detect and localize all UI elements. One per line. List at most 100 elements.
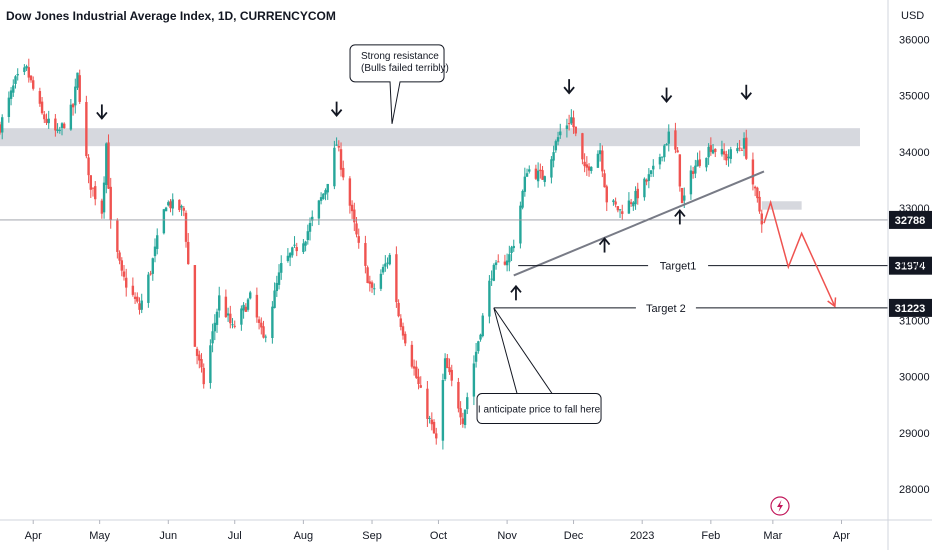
- candle-body: [357, 236, 360, 243]
- candle-body: [200, 359, 203, 368]
- arrow-head: [330, 109, 343, 118]
- candle: [295, 242, 298, 257]
- candle-body: [412, 366, 416, 369]
- candle-body: [634, 190, 637, 205]
- candle-body: [240, 308, 243, 325]
- candle: [711, 144, 715, 155]
- candle-body: [616, 206, 620, 211]
- candle-body: [244, 306, 248, 312]
- candle-body: [419, 385, 422, 388]
- candle-body: [7, 97, 11, 118]
- trendline: [513, 170, 765, 277]
- candle-body: [614, 201, 617, 205]
- candle-body: [632, 202, 635, 207]
- candle-body: [364, 243, 367, 266]
- candle-body: [133, 296, 137, 299]
- candle: [229, 305, 232, 329]
- candle: [138, 297, 141, 315]
- candle-body: [477, 341, 480, 352]
- candle-body: [397, 302, 400, 317]
- candle: [156, 228, 159, 255]
- candle: [151, 257, 154, 281]
- candle: [603, 169, 606, 188]
- candle-body: [16, 74, 19, 76]
- candle: [663, 144, 666, 162]
- candle-body: [255, 294, 259, 318]
- candle-body: [366, 267, 369, 283]
- candle: [211, 323, 214, 353]
- candle-body: [386, 262, 389, 264]
- candle-body: [428, 418, 431, 420]
- candle: [215, 308, 219, 333]
- candle: [629, 198, 633, 207]
- candle-body: [339, 149, 343, 170]
- y-tick-label: 32000: [899, 259, 930, 271]
- candle-body: [410, 344, 414, 367]
- candle: [412, 359, 416, 376]
- candle: [479, 333, 482, 342]
- x-tick-label: Sep: [362, 530, 382, 542]
- candle: [694, 159, 697, 179]
- candle-body: [705, 157, 708, 168]
- resistance-callout: Strong resistance(Bulls failed terribly): [349, 44, 449, 124]
- candle-body: [215, 311, 219, 325]
- candle: [262, 320, 265, 339]
- flash-icon[interactable]: [770, 496, 790, 516]
- candle-body: [694, 165, 697, 174]
- candle: [333, 140, 336, 190]
- candle: [689, 165, 693, 200]
- candle-body: [446, 357, 449, 369]
- candle-body: [280, 263, 283, 273]
- candle-body: [753, 186, 757, 189]
- candle-body: [233, 325, 236, 327]
- candle: [508, 245, 511, 272]
- candle-body: [727, 156, 730, 159]
- candle: [474, 342, 478, 368]
- candle: [443, 353, 447, 382]
- candle: [581, 132, 584, 165]
- candle-body: [490, 278, 493, 280]
- candle: [242, 302, 245, 319]
- candle-body: [691, 171, 695, 175]
- candle: [539, 163, 542, 179]
- candle-body: [291, 247, 294, 256]
- candle-body: [430, 419, 434, 425]
- target-badge: [889, 256, 932, 275]
- candle: [510, 245, 513, 262]
- candle: [698, 150, 701, 168]
- candle: [457, 377, 460, 413]
- candle-body: [627, 200, 631, 214]
- candle: [727, 149, 730, 167]
- candle: [488, 275, 491, 324]
- candle-body: [461, 418, 465, 424]
- arrow-head: [740, 92, 752, 101]
- candle-body: [497, 261, 500, 263]
- candle: [616, 206, 620, 213]
- candle: [519, 201, 522, 249]
- candle: [585, 156, 589, 176]
- candle-body: [474, 351, 478, 362]
- candle-body: [729, 149, 732, 159]
- candle: [590, 166, 593, 174]
- candle-body: [100, 200, 104, 214]
- callout-text: Strong resistance: [361, 51, 439, 62]
- candle-body: [58, 129, 61, 131]
- candle-body: [277, 272, 281, 285]
- candle-body: [676, 150, 679, 153]
- candle: [357, 228, 360, 249]
- candle: [428, 415, 431, 424]
- candle-body: [621, 211, 624, 214]
- candle: [736, 142, 739, 154]
- candle-body: [536, 170, 540, 182]
- candle-body: [211, 331, 214, 344]
- candle: [521, 189, 524, 210]
- candle-body: [76, 72, 79, 88]
- candle-body: [120, 260, 123, 271]
- candle: [355, 216, 358, 238]
- candle: [195, 346, 199, 365]
- candle: [286, 248, 290, 263]
- candle-body: [658, 157, 662, 165]
- candle: [572, 110, 575, 134]
- y-tick-label: 34000: [899, 147, 930, 159]
